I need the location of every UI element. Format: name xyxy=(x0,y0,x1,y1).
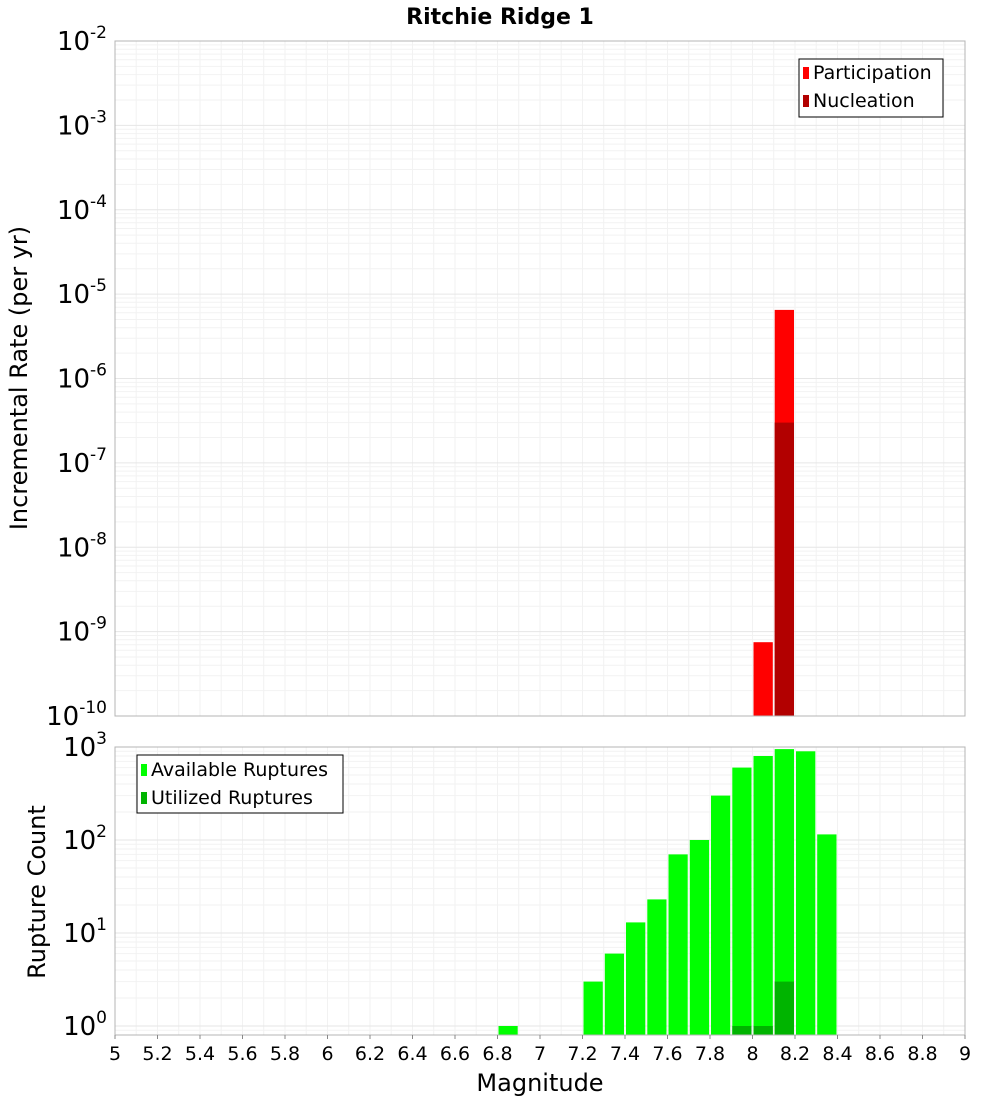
rate-y-tick-labels: 10-2 10-3 10-4 10-5 10-6 10-7 10-8 10-9 10-10 xyxy=(46,23,107,732)
rate-y-tick-label: 10-3 xyxy=(57,107,107,141)
magnitude-tick-label: 6.8 xyxy=(482,1043,512,1065)
rate-y-tick-label: 10-8 xyxy=(57,529,107,563)
magnitude-tick-label: 8 xyxy=(746,1043,758,1065)
available-ruptures-bar xyxy=(626,922,646,1035)
count-y-tick-label: 100 xyxy=(63,1008,107,1042)
utilized-ruptures-bar xyxy=(732,1026,752,1035)
rate-y-tick-label: 10-10 xyxy=(46,698,107,732)
rate-gridlines xyxy=(114,41,966,717)
magnitude-tick-label: 6.6 xyxy=(440,1043,470,1065)
participation-swatch xyxy=(803,67,809,79)
available-ruptures-bar xyxy=(647,899,667,1035)
magnitude-tick-label: 5.6 xyxy=(227,1043,257,1065)
rate-y-tick-label: 10-7 xyxy=(57,445,107,479)
available-ruptures-bar xyxy=(583,981,603,1035)
count-legend-box xyxy=(136,754,344,814)
nucleation-legend-label: Nucleation xyxy=(813,90,915,112)
magnitude-tick-label: 7.8 xyxy=(695,1043,725,1065)
available-ruptures-bar xyxy=(774,749,794,1035)
magnitude-tick-label: 8.6 xyxy=(865,1043,895,1065)
available-ruptures-bar xyxy=(753,756,773,1035)
rate-y-tick-label: 10-6 xyxy=(57,361,107,395)
available-ruptures-bar xyxy=(796,751,816,1035)
magnitude-tick-label: 7.2 xyxy=(567,1043,597,1065)
magnitude-tick-label: 7.4 xyxy=(610,1043,640,1065)
rate-bars xyxy=(753,309,794,716)
magnitude-tick-label: 8.4 xyxy=(822,1043,852,1065)
utilized-legend-label: Utilized Ruptures xyxy=(151,787,313,809)
available-ruptures-bar xyxy=(498,1026,518,1035)
count-y-tick-label: 101 xyxy=(63,915,107,949)
nucleation-bar xyxy=(774,422,794,716)
count-y-axis-label: Rupture Count xyxy=(23,805,51,979)
utilized-ruptures-bar xyxy=(753,1026,773,1035)
magnitude-tick-label: 6 xyxy=(321,1043,333,1065)
magnitude-tick-label: 7 xyxy=(534,1043,546,1065)
magnitude-tick-label: 6.4 xyxy=(397,1043,427,1065)
available-ruptures-bar xyxy=(604,953,624,1035)
participation-legend-label: Participation xyxy=(813,62,932,84)
available-ruptures-bar xyxy=(689,840,710,1035)
available-legend-label: Available Ruptures xyxy=(151,759,328,781)
utilized-ruptures-bar xyxy=(774,981,794,1035)
count-panel: 103 102 101 100 5 5.2 5.4 5.6 5.8 6 6.2 6.4 6.6 6.8 7… xyxy=(23,729,971,1097)
magnitude-tick-label: 9 xyxy=(959,1043,971,1065)
rate-panel: 10-2 10-3 10-4 10-5 10-6 10-7 10-8 10-9 10-10 In… xyxy=(5,23,966,732)
magnitude-tick-label: 5.4 xyxy=(185,1043,215,1065)
magnitude-tick-label: 5 xyxy=(109,1043,121,1065)
count-bars xyxy=(498,749,837,1035)
rate-legend-box xyxy=(798,58,944,118)
available-swatch xyxy=(141,764,147,776)
utilized-swatch xyxy=(141,792,147,804)
magnitude-tick-label: 5.8 xyxy=(270,1043,300,1065)
available-ruptures-bar xyxy=(732,767,752,1035)
participation-bar xyxy=(753,642,773,716)
rate-y-axis-label: Incremental Rate (per yr) xyxy=(5,226,33,530)
rate-plot-frame xyxy=(114,40,966,717)
nucleation-swatch xyxy=(803,95,809,107)
chart-title: Ritchie Ridge 1 xyxy=(406,5,594,30)
magnitude-tick-label: 7.6 xyxy=(652,1043,682,1065)
magnitude-tick-label: 8.8 xyxy=(907,1043,937,1065)
count-legend: Available Ruptures Utilized Ruptures xyxy=(136,754,344,814)
rate-legend: Participation Nucleation xyxy=(798,58,944,118)
magnitude-axis-label: Magnitude xyxy=(476,1069,603,1097)
magnitude-tick-label: 5.2 xyxy=(142,1043,172,1065)
count-y-tick-label: 103 xyxy=(63,729,107,763)
magnitude-tick-label: 8.2 xyxy=(780,1043,810,1065)
count-y-tick-label: 102 xyxy=(63,822,107,856)
available-ruptures-bar xyxy=(711,795,731,1035)
magnitude-tick-labels: 5 5.2 5.4 5.6 5.8 6 6.2 6.4 6.6 6.8 7 7.2 7.4 7.6 7.8 8… xyxy=(109,1035,971,1065)
rate-y-tick-label: 10-5 xyxy=(57,276,107,310)
available-ruptures-bar xyxy=(668,854,688,1035)
rate-y-tick-label: 10-2 xyxy=(57,23,107,57)
available-ruptures-bar xyxy=(817,834,837,1035)
rate-y-tick-label: 10-9 xyxy=(57,614,107,648)
rate-y-tick-label: 10-4 xyxy=(57,192,107,226)
count-y-tick-labels: 103 102 101 100 xyxy=(63,729,107,1042)
magnitude-tick-label: 6.2 xyxy=(355,1043,385,1065)
